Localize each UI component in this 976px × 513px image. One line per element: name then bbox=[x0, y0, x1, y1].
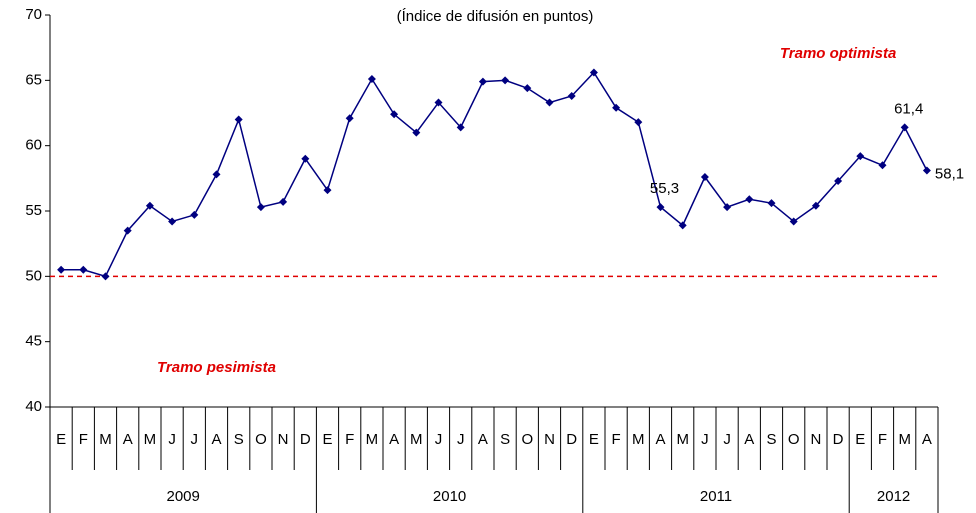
marker bbox=[145, 201, 154, 210]
marker bbox=[367, 75, 376, 84]
x-tick-label: N bbox=[278, 431, 289, 448]
x-tick-label: A bbox=[478, 431, 488, 448]
x-tick-label: J bbox=[701, 431, 709, 448]
x-tick-label: F bbox=[878, 431, 887, 448]
x-tick-label: D bbox=[566, 431, 577, 448]
marker bbox=[478, 77, 487, 86]
marker bbox=[900, 123, 909, 132]
marker bbox=[767, 199, 776, 208]
marker bbox=[589, 68, 598, 77]
marker bbox=[678, 221, 687, 230]
marker bbox=[789, 217, 798, 226]
y-tick-label: 55 bbox=[25, 202, 42, 219]
marker bbox=[101, 272, 110, 281]
marker bbox=[922, 166, 931, 175]
y-tick-label: 60 bbox=[25, 137, 42, 154]
x-tick-label: O bbox=[521, 431, 533, 448]
x-tick-label: E bbox=[589, 431, 599, 448]
marker bbox=[856, 152, 865, 161]
x-tick-label: J bbox=[168, 431, 176, 448]
marker bbox=[323, 186, 332, 195]
data-label: 58,1 bbox=[935, 165, 964, 182]
marker bbox=[545, 98, 554, 107]
year-label: 2010 bbox=[433, 488, 466, 505]
marker bbox=[57, 265, 66, 274]
y-tick-label: 65 bbox=[25, 71, 42, 88]
marker bbox=[190, 210, 199, 219]
data-label: 55,3 bbox=[650, 180, 679, 197]
marker bbox=[256, 203, 265, 212]
x-tick-label: E bbox=[56, 431, 66, 448]
marker bbox=[878, 161, 887, 170]
marker bbox=[523, 84, 532, 93]
x-tick-label: A bbox=[211, 431, 221, 448]
x-tick-label: M bbox=[366, 431, 379, 448]
year-label: 2009 bbox=[167, 488, 200, 505]
x-tick-label: N bbox=[810, 431, 821, 448]
x-tick-label: D bbox=[833, 431, 844, 448]
marker bbox=[434, 98, 443, 107]
marker bbox=[79, 265, 88, 274]
x-tick-label: N bbox=[544, 431, 555, 448]
marker bbox=[301, 154, 310, 163]
x-tick-label: F bbox=[79, 431, 88, 448]
x-tick-label: J bbox=[435, 431, 443, 448]
x-tick-label: A bbox=[123, 431, 133, 448]
x-tick-label: E bbox=[322, 431, 332, 448]
annotation: Tramo optimista bbox=[780, 45, 896, 62]
marker bbox=[811, 201, 820, 210]
line bbox=[61, 71, 928, 278]
marker bbox=[501, 76, 510, 85]
x-tick-label: M bbox=[144, 431, 157, 448]
marker bbox=[634, 118, 643, 127]
marker bbox=[745, 195, 754, 204]
y-tick-label: 50 bbox=[25, 267, 42, 284]
marker bbox=[212, 170, 221, 179]
marker bbox=[723, 203, 732, 212]
x-tick-label: F bbox=[345, 431, 354, 448]
x-tick-label: E bbox=[855, 431, 865, 448]
data-label: 61,4 bbox=[894, 100, 923, 117]
marker bbox=[456, 123, 465, 132]
x-tick-label: F bbox=[612, 431, 621, 448]
marker bbox=[279, 197, 288, 206]
marker bbox=[390, 110, 399, 119]
marker bbox=[612, 103, 621, 112]
x-tick-label: J bbox=[723, 431, 731, 448]
x-tick-label: M bbox=[898, 431, 911, 448]
x-tick-label: S bbox=[234, 431, 244, 448]
marker bbox=[700, 173, 709, 182]
year-label: 2011 bbox=[700, 488, 732, 505]
x-tick-label: J bbox=[191, 431, 199, 448]
x-tick-label: M bbox=[632, 431, 645, 448]
x-tick-label: M bbox=[99, 431, 112, 448]
y-tick-label: 70 bbox=[25, 6, 42, 23]
x-tick-label: S bbox=[500, 431, 510, 448]
x-tick-label: A bbox=[922, 431, 932, 448]
x-tick-label: O bbox=[788, 431, 800, 448]
x-tick-label: M bbox=[410, 431, 423, 448]
marker bbox=[412, 128, 421, 137]
y-tick-label: 40 bbox=[25, 398, 42, 415]
marker bbox=[168, 217, 177, 226]
x-tick-label: A bbox=[744, 431, 754, 448]
x-tick-label: O bbox=[255, 431, 267, 448]
marker bbox=[123, 226, 132, 235]
marker bbox=[567, 92, 576, 101]
annotation: Tramo pesimista bbox=[157, 359, 276, 376]
marker bbox=[234, 115, 243, 124]
x-tick-label: S bbox=[766, 431, 776, 448]
x-tick-label: J bbox=[457, 431, 465, 448]
marker bbox=[656, 203, 665, 212]
marker bbox=[345, 114, 354, 123]
x-tick-label: A bbox=[655, 431, 665, 448]
marker bbox=[834, 176, 843, 185]
x-tick-label: M bbox=[676, 431, 689, 448]
y-tick-label: 45 bbox=[25, 333, 42, 350]
x-tick-label: D bbox=[300, 431, 311, 448]
chart-subtitle: (Índice de difusión en puntos) bbox=[397, 8, 594, 25]
year-label: 2012 bbox=[877, 488, 910, 505]
x-tick-label: A bbox=[389, 431, 399, 448]
